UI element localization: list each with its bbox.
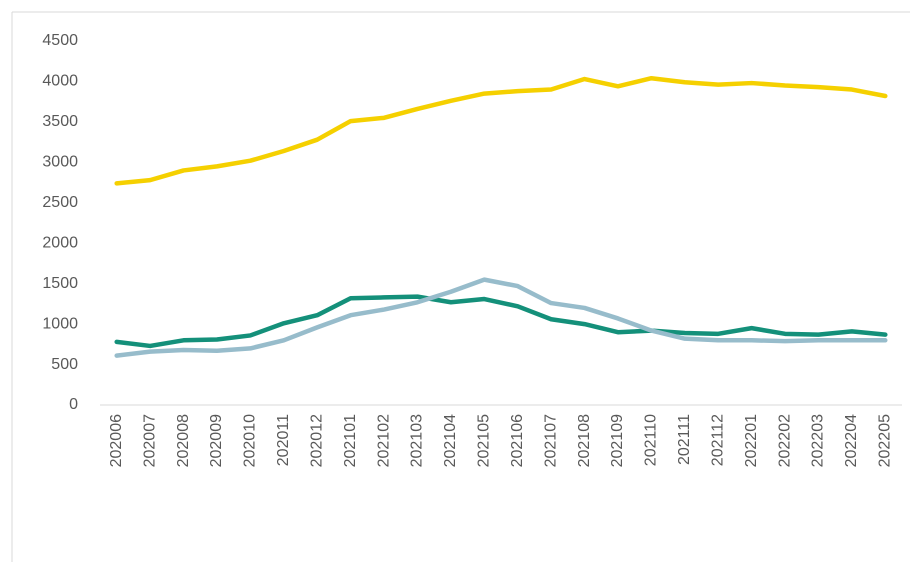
x-tick-label: 202109 <box>609 414 626 467</box>
x-tick-label: 202202 <box>776 414 793 467</box>
x-tick-label: 202110 <box>643 414 660 466</box>
x-tick-label: 202106 <box>509 414 526 467</box>
x-tick-label: 202112 <box>709 414 726 466</box>
series-line <box>114 75 888 186</box>
x-tick-label: 202103 <box>409 414 426 467</box>
x-tick-label: 202010 <box>242 414 259 467</box>
x-tick-label: 202105 <box>476 414 493 467</box>
x-tick-label: 202111 <box>676 414 693 465</box>
y-tick-label: 2500 <box>42 194 78 211</box>
series-line <box>114 277 888 358</box>
x-tick-label: 202008 <box>175 414 192 467</box>
y-tick-label: 1500 <box>42 275 78 292</box>
y-tick-label: 0 <box>69 396 78 413</box>
series-line <box>114 294 888 349</box>
x-tick-label: 202201 <box>743 414 760 467</box>
x-tick-label: 202203 <box>810 414 827 467</box>
y-tick-label: 500 <box>51 356 78 373</box>
y-tick-label: 3500 <box>42 113 78 130</box>
x-tick-label: 202108 <box>576 414 593 467</box>
y-tick-label: 4500 <box>42 32 78 49</box>
x-tick-label: 202006 <box>108 414 125 467</box>
y-tick-label: 4000 <box>42 73 78 90</box>
y-tick-label: 1000 <box>42 315 78 332</box>
x-tick-label: 202205 <box>877 414 894 467</box>
x-tick-label: 202102 <box>375 414 392 467</box>
y-tick-label: 3000 <box>42 154 78 171</box>
x-tick-label: 202104 <box>442 414 459 467</box>
x-tick-label: 202011 <box>275 414 292 466</box>
y-tick-label: 2000 <box>42 234 78 251</box>
x-tick-label: 202007 <box>141 414 158 467</box>
x-tick-label: 202204 <box>843 414 860 467</box>
x-tick-label: 202012 <box>308 414 325 467</box>
x-tick-label: 202009 <box>208 414 225 467</box>
x-tick-label: 202107 <box>542 414 559 467</box>
x-tick-label: 202101 <box>342 414 359 467</box>
